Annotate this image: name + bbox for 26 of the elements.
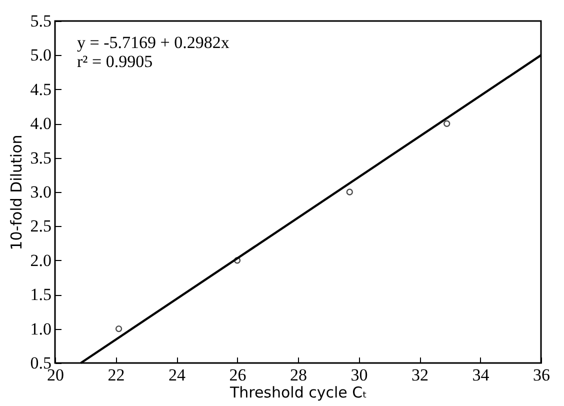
point [115, 325, 122, 332]
annotation: y = -5.7169 + 0.2982x [77, 33, 230, 52]
y-tick-label: 3.0 [30, 182, 52, 202]
point [234, 257, 241, 264]
y-tick-label: 2.5 [30, 216, 52, 236]
x-tick-label: 26 [229, 366, 246, 384]
x-tick-label: 22 [108, 366, 125, 384]
annotation: r² = 0.9905 [77, 52, 153, 71]
y-tick-label: 5.0 [30, 46, 52, 65]
y-tick-label: 4.0 [30, 114, 52, 134]
x-tick-label: 30 [350, 366, 368, 384]
point [444, 120, 450, 127]
y-tick-label: 1.0 [30, 319, 52, 338]
x-tick-label: 32 [412, 366, 428, 384]
y-tick-label: 5.5 [30, 12, 52, 30]
x-tick-label: 24 [168, 366, 186, 384]
x-tick-label: 28 [290, 366, 307, 384]
y-axis-title: 10-fold Dilution [7, 134, 26, 250]
point [346, 188, 353, 196]
y-tick-label: 4.5 [30, 80, 52, 99]
y-tick-label: 2.0 [30, 250, 52, 270]
x-axis-title: Threshold cycle Cₜ [228, 384, 368, 402]
y-tick-label: 1.5 [30, 285, 52, 304]
y-tick-label: 3.5 [30, 148, 52, 168]
x-tick-label: 34 [472, 366, 490, 384]
x-tick-label: 36 [533, 366, 550, 384]
